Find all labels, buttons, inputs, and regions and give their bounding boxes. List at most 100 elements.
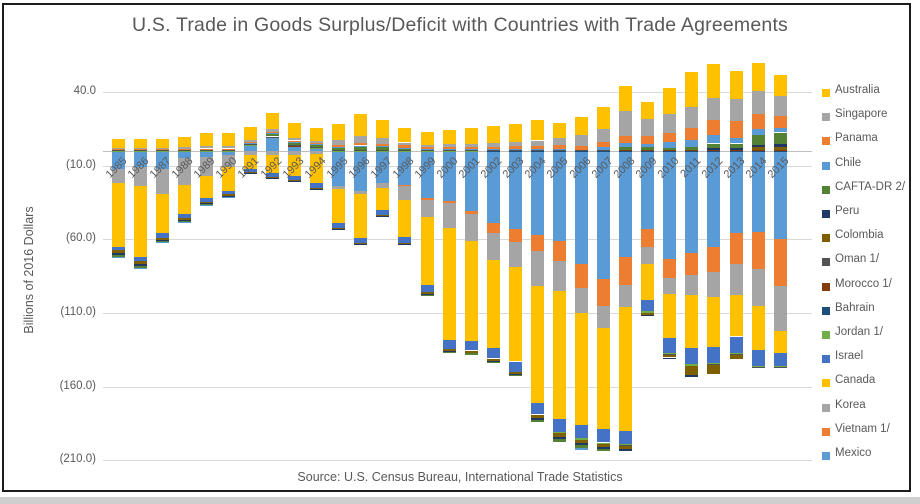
bar-segment-morocco-1 — [641, 150, 655, 152]
bar-segment-canada — [310, 153, 324, 184]
legend-swatch-icon — [822, 452, 830, 460]
bar-segment-panama — [685, 128, 699, 140]
bar-segment-oman-1 — [751, 367, 765, 369]
bar-segment-vietnam-1 — [663, 258, 677, 278]
bar-segment-mexico — [177, 151, 191, 159]
y-axis-title: Billions of 2016 Dollars — [22, 206, 36, 334]
bar-segment-israel — [266, 173, 279, 177]
bar-segment-korea — [729, 264, 743, 296]
bar-segment-mexico — [773, 151, 787, 240]
bar-segment-singapore — [729, 99, 743, 122]
bar-segment-panama — [243, 141, 257, 143]
bar-segment-panama — [729, 121, 743, 138]
bar-segment-bahrain — [773, 150, 787, 152]
bar-segment-cafta-dr-2 — [155, 240, 169, 243]
bar-segment-oman-1 — [243, 143, 257, 145]
bar-segment-chile — [486, 149, 500, 151]
bar-segment-peru — [288, 181, 302, 183]
legend-label: Korea — [835, 398, 866, 411]
bar-segment-cafta-dr-2 — [486, 361, 500, 363]
bar-segment-singapore — [773, 95, 787, 117]
bar-segment-panama — [751, 114, 765, 129]
y-tick-label: (10.0) — [65, 158, 96, 171]
bar-segment-israel — [575, 424, 588, 438]
bar-segment-oman-1 — [619, 445, 633, 447]
legend-label: Morocco 1/ — [835, 277, 892, 290]
bar-segment-panama — [155, 148, 169, 150]
bar-segment-korea — [177, 158, 191, 185]
legend-swatch-icon — [822, 427, 830, 436]
bar-segment-mexico — [376, 151, 390, 184]
bar-segment-panama — [111, 148, 125, 150]
bar-segment-korea — [707, 271, 721, 297]
bar-segment-australia — [773, 75, 787, 96]
bar-segment-bahrain — [751, 150, 765, 152]
bar-segment-jordan-1 — [597, 442, 610, 444]
bar-segment-australia — [464, 127, 478, 144]
bar-segment-chile — [398, 147, 412, 149]
bar-segment-australia — [177, 136, 191, 147]
legend-swatch-icon — [822, 282, 830, 291]
bar-segment-canada — [266, 155, 279, 174]
bar-segment-canada — [221, 167, 235, 191]
bar-segment-mexico — [332, 151, 346, 187]
bar-segment-australia — [398, 127, 412, 143]
bar-segment-oman-1 — [133, 150, 147, 151]
bar-segment-bahrain — [376, 150, 390, 152]
bar-segment-mexico — [288, 146, 302, 151]
bar-segment-cafta-dr-2 — [442, 351, 456, 354]
bar-segment-panama — [575, 145, 588, 151]
bar-segment-peru — [707, 147, 721, 151]
bar-segment-colombia — [575, 439, 588, 444]
legend-swatch-icon — [822, 258, 830, 267]
bar-segment-mexico — [729, 151, 743, 234]
bar-segment-israel — [221, 190, 235, 195]
bar-segment-singapore — [420, 145, 434, 147]
bar-segment-israel — [177, 214, 191, 218]
bar-segment-peru — [619, 449, 633, 452]
bar-segment-vietnam-1 — [773, 239, 787, 287]
bar-segment-australia — [155, 138, 169, 148]
legend-swatch-icon — [822, 355, 830, 364]
legend-label: CAFTA-DR 2/ — [835, 180, 906, 193]
bar-segment-colombia — [310, 187, 324, 189]
bar-segment-singapore — [155, 147, 169, 149]
bar-segment-korea — [685, 274, 699, 296]
bar-segment-canada — [552, 290, 566, 419]
bar-segment-jordan-1 — [707, 363, 721, 365]
bar-segment-korea — [243, 151, 257, 156]
bar-segment-mexico — [243, 145, 257, 151]
bar-segment-panama — [597, 142, 610, 148]
bar-segment-australia — [707, 64, 721, 98]
bar-segment-peru — [464, 352, 478, 354]
bar-segment-jordan-1 — [552, 432, 566, 434]
bar-segment-israel — [199, 198, 213, 202]
bar-segment-mexico — [575, 151, 588, 265]
bar-segment-canada — [155, 193, 169, 234]
bar-segment-oman-1 — [508, 150, 522, 152]
bar-segment-peru — [685, 375, 699, 378]
bar-segment-cafta-dr-2 — [199, 204, 213, 205]
legend-swatch-icon — [822, 185, 830, 194]
bar-segment-oman-1 — [288, 145, 302, 147]
bar-segment-panama — [619, 135, 633, 143]
bar-segment-canada — [619, 307, 633, 431]
y-gridline — [103, 239, 812, 241]
bar-segment-peru — [729, 147, 743, 151]
bar-segment-vietnam-1 — [619, 257, 633, 285]
bar-segment-australia — [243, 127, 257, 140]
bar-segment-mexico — [751, 151, 765, 232]
bar-segment-jordan-1 — [530, 414, 544, 416]
bar-segment-colombia — [707, 364, 721, 374]
bar-segment-israel — [685, 348, 699, 365]
bar-segment-colombia — [420, 292, 434, 294]
bar-segment-singapore — [177, 147, 191, 149]
bar-segment-canada — [508, 267, 522, 362]
bar-segment-oman-1 — [354, 149, 368, 151]
bar-segment-chile — [685, 139, 699, 148]
legend-label: Israel — [835, 350, 864, 363]
bar-segment-oman-1 — [597, 150, 610, 152]
bar-segment-panama — [486, 147, 500, 150]
bar-segment-colombia — [243, 172, 257, 174]
bar-segment-canada — [685, 295, 699, 349]
